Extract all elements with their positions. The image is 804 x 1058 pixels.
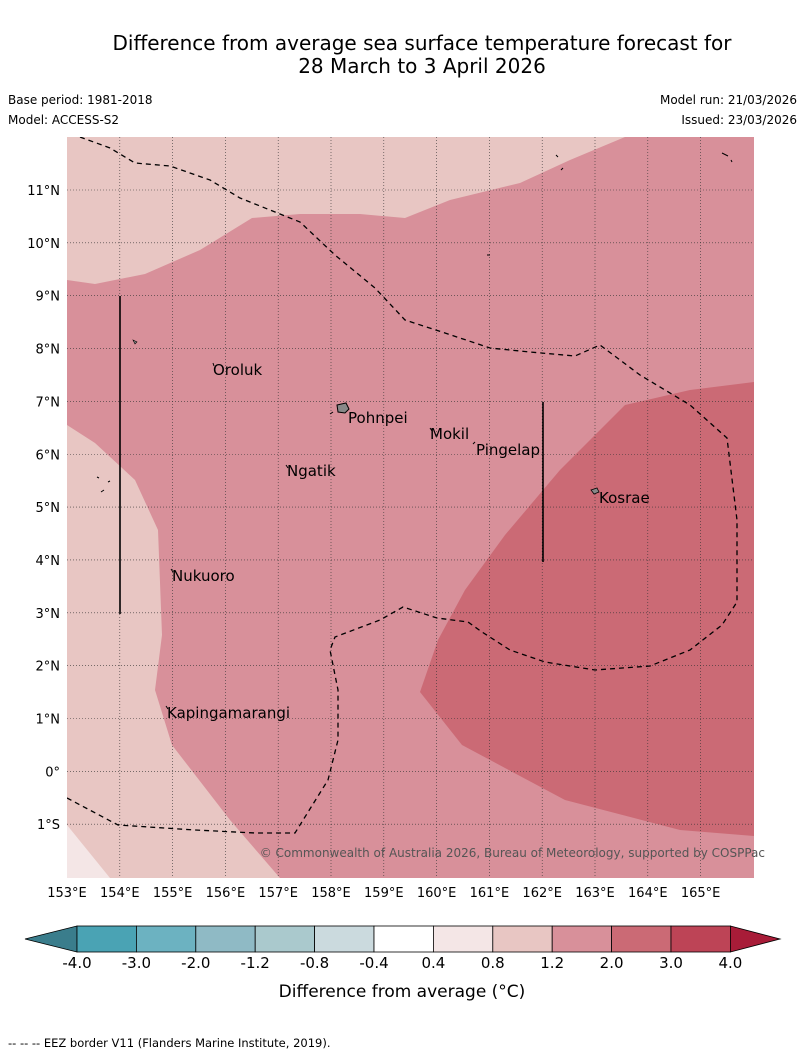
y-tick-label: 10°N [27, 237, 60, 252]
colorbar-tick-label: -4.0 [62, 954, 91, 972]
colorbar-tick-label: 0.8 [481, 954, 505, 972]
colorbar-tick-label: -2.0 [181, 954, 210, 972]
colorbar-segment [551, 925, 613, 953]
place-label-mokil: Mokil [430, 425, 469, 443]
x-tick-label: 156°E [206, 886, 246, 901]
y-tick-label: 6°N [36, 448, 61, 463]
x-tick-label: 165°E [681, 886, 721, 901]
colorbar-tick-label: -0.4 [359, 954, 388, 972]
place-label-kosrae: Kosrae [599, 489, 650, 507]
x-axis-ticks: 153°E 154°E 155°E 156°E 157°E 158°E 159°E 160°E… [47, 886, 720, 901]
atoll-marker [555, 152, 733, 171]
place-label-pohnpei: Pohnpei [348, 409, 408, 427]
x-tick-label: 163°E [575, 886, 615, 901]
chart-title: Difference from average sea surface temp… [0, 32, 804, 78]
map-plot-area [67, 137, 754, 878]
y-tick-label: 1°S [37, 818, 60, 833]
colorbar-tick-label: 4.0 [718, 954, 742, 972]
atoll-marker [329, 411, 334, 415]
x-tick-label: 159°E [364, 886, 404, 901]
colorbar-segment [373, 925, 434, 953]
x-tick-label: 158°E [311, 886, 351, 901]
colorbar-segment [76, 925, 137, 953]
colorbar-segment [670, 925, 731, 953]
x-tick-label: 154°E [100, 886, 140, 901]
colorbar-tick-label: 3.0 [659, 954, 683, 972]
y-tick-label: 7°N [36, 395, 61, 410]
place-marker [285, 464, 289, 469]
anomaly-band-0.4-0.8 [67, 825, 110, 878]
colorbar-under-arrow [24, 925, 78, 953]
small-island [132, 339, 138, 345]
place-marker [170, 568, 174, 573]
place-label-oroluk: Oroluk [213, 361, 262, 379]
x-tick-label: 161°E [470, 886, 510, 901]
y-tick-label: 3°N [36, 607, 61, 622]
x-tick-label: 164°E [628, 886, 668, 901]
title-line-1: Difference from average sea surface temp… [112, 31, 732, 55]
place-labels: Oroluk Pohnpei Mokil Pingelap Ngatik Kos… [165, 361, 650, 722]
eez-legend-note: -- -- -- EEZ border V11 (Flanders Marine… [8, 1036, 331, 1050]
place-label-pingelap: Pingelap [476, 441, 540, 459]
x-tick-label: 155°E [153, 886, 193, 901]
atoll-marker [96, 476, 111, 493]
eez-border [67, 137, 738, 834]
colorbar-tick-label: 1.2 [540, 954, 564, 972]
y-tick-label: 9°N [36, 290, 61, 305]
anomaly-band-2.0-3.0 [420, 382, 754, 836]
colorbar-tick-label: -0.8 [300, 954, 329, 972]
colorbar: -4.0 -3.0 -2.0 -1.2 -0.8 -0.4 0.4 0.8 1.2 2.0 3.0 4… [24, 925, 782, 972]
title-line-2: 28 March to 3 April 2026 [298, 54, 546, 78]
x-tick-label: 160°E [417, 886, 457, 901]
colorbar-tick-label: 2.0 [600, 954, 624, 972]
colorbar-segment [432, 925, 494, 953]
kosrae-island [590, 487, 600, 495]
colorbar-label: Difference from average (°C) [279, 982, 526, 1002]
colorbar-segment [254, 925, 315, 953]
x-tick-label: 162°E [522, 886, 562, 901]
model-name: Model: ACCESS-S2 [8, 113, 120, 127]
x-tick-label: 153°E [47, 886, 87, 901]
y-axis-ticks: 11°N 10°N 9°N 8°N 7°N 6°N 5°N 4°N 3°N 2°N 1°N 0° 1°S [27, 184, 60, 833]
model-run: Model run: 21/03/2026 [659, 93, 797, 107]
place-marker [212, 362, 215, 367]
issued-date: Issued: 23/03/2026 [681, 113, 797, 127]
place-label-kapingamarangi: Kapingamarangi [167, 704, 290, 722]
place-label-nukuoro: Nukuoro [172, 567, 235, 585]
colorbar-segment [314, 925, 375, 953]
colorbar-segment [611, 925, 672, 953]
y-tick-label: 8°N [36, 343, 61, 358]
colorbar-tick-label: 0.4 [421, 954, 445, 972]
sst-anomaly-map: Oroluk Pohnpei Mokil Pingelap Ngatik Kos… [24, 137, 782, 1002]
colorbar-tick-label: -3.0 [122, 954, 151, 972]
y-tick-label: 1°N [36, 713, 61, 728]
pohnpei-island [336, 402, 350, 414]
colorbar-segment [492, 925, 553, 953]
colorbar-over-arrow [730, 925, 782, 953]
colorbar-segment [195, 925, 256, 953]
place-marker [472, 441, 476, 445]
y-tick-label: 0° [45, 765, 60, 780]
graticule [67, 137, 754, 878]
y-tick-label: 11°N [27, 184, 60, 199]
y-tick-label: 2°N [36, 660, 61, 675]
colorbar-tick-label: -1.2 [241, 954, 270, 972]
place-marker [429, 427, 433, 432]
colorbar-segment [135, 925, 197, 953]
place-label-ngatik: Ngatik [287, 462, 336, 480]
copyright-notice: © Commonwealth of Australia 2026, Bureau… [260, 846, 765, 860]
place-marker [165, 705, 169, 710]
base-period: Base period: 1981-2018 [8, 93, 153, 107]
y-tick-label: 4°N [36, 554, 61, 569]
y-tick-label: 5°N [36, 501, 61, 516]
x-tick-label: 157°E [258, 886, 298, 901]
